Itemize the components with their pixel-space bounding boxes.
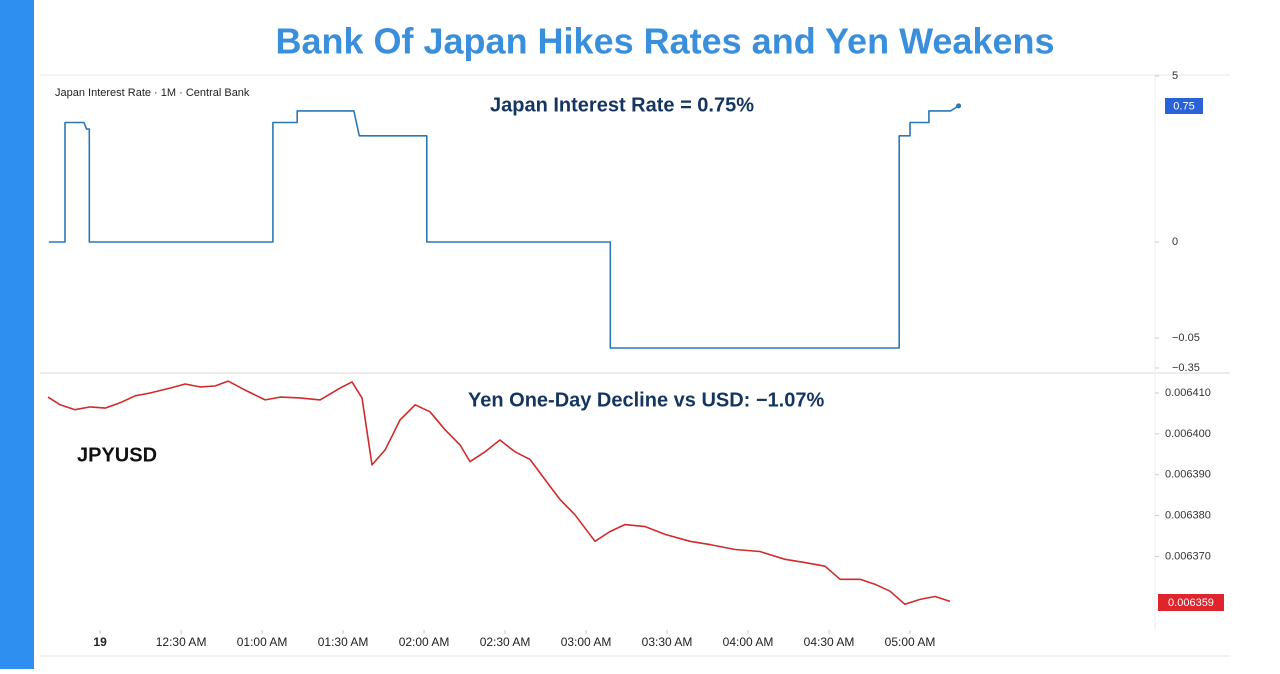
value-badge bbox=[1165, 98, 1203, 114]
x-tick-label: 01:00 AM bbox=[237, 635, 288, 649]
x-tick-label: 03:30 AM bbox=[642, 635, 693, 649]
x-tick-label: 04:30 AM bbox=[804, 635, 855, 649]
x-tick-label: 02:00 AM bbox=[399, 635, 450, 649]
x-tick-label: 02:30 AM bbox=[480, 635, 531, 649]
x-tick-label: 04:00 AM bbox=[723, 635, 774, 649]
annotation: Yen One-Day Decline vs USD: −1.07% bbox=[468, 389, 824, 411]
series-label: JPYUSD bbox=[77, 444, 157, 466]
y-tick-label: 5 bbox=[1172, 70, 1178, 82]
y-tick-label: 0.006400 bbox=[1165, 428, 1211, 440]
side-bar bbox=[0, 0, 34, 669]
end-point bbox=[956, 103, 962, 109]
x-tick-label: 05:00 AM bbox=[885, 635, 936, 649]
y-tick-label: 0.006370 bbox=[1165, 550, 1211, 562]
series-label: Japan Interest Rate · 1M · Central Bank bbox=[55, 87, 250, 99]
line-series bbox=[47, 380, 951, 606]
x-tick-label: 19 bbox=[93, 635, 107, 649]
y-tick-label: −0.05 bbox=[1172, 332, 1200, 344]
y-tick-label: 0 bbox=[1172, 236, 1178, 248]
x-tick-label: 03:00 AM bbox=[561, 635, 612, 649]
y-tick-label: −0.35 bbox=[1172, 362, 1200, 374]
x-tick-label: 01:30 AM bbox=[318, 635, 369, 649]
annotation: Japan Interest Rate = 0.75% bbox=[490, 94, 754, 116]
value-badge bbox=[1158, 594, 1224, 611]
current-value-label: 0.006359 bbox=[1168, 597, 1214, 609]
chart-title: Bank Of Japan Hikes Rates and Yen Weaken… bbox=[275, 21, 1054, 62]
line-series bbox=[48, 105, 960, 349]
current-value-label: 0.75 bbox=[1173, 100, 1194, 112]
y-tick-label: 0.006410 bbox=[1165, 387, 1211, 399]
x-tick-label: 12:30 AM bbox=[156, 635, 207, 649]
y-tick-label: 0.006380 bbox=[1165, 509, 1211, 521]
y-tick-label: 0.006390 bbox=[1165, 469, 1211, 481]
